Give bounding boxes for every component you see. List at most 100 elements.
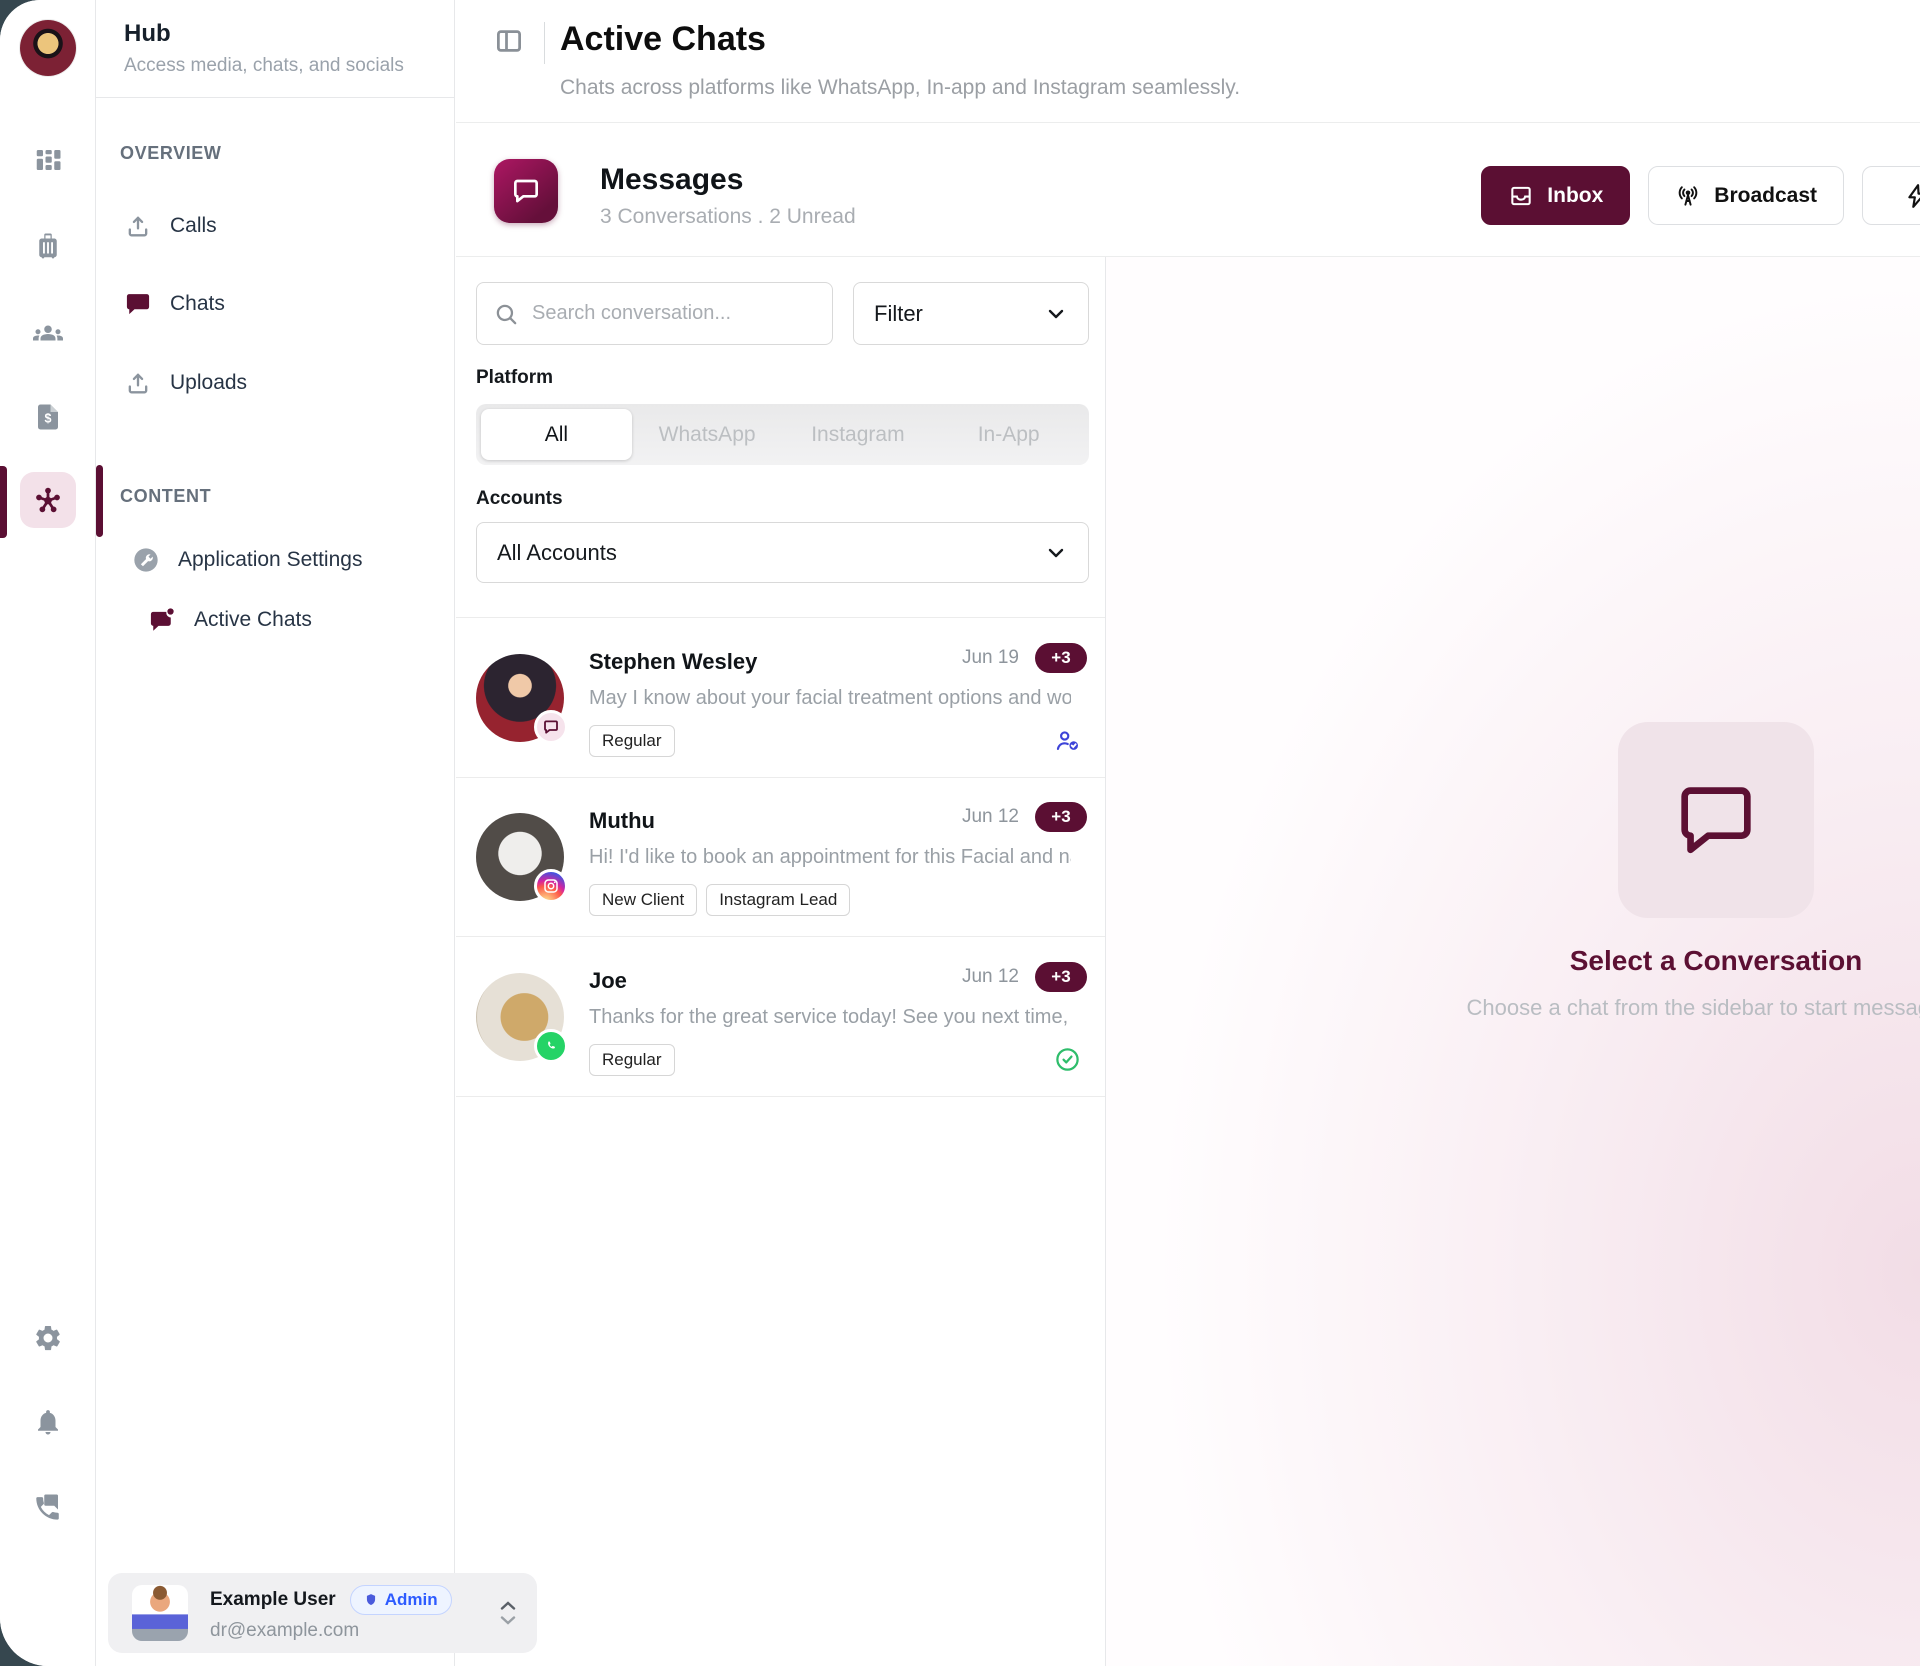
chevron-down-icon [1048, 309, 1064, 318]
sidebar-item-application-settings[interactable]: Application Settings [132, 546, 362, 574]
chevron-down-icon [1048, 548, 1064, 557]
quick-actions-button[interactable] [1862, 166, 1920, 225]
invoice-icon[interactable]: $ [24, 393, 72, 441]
conversation-preview: May I know about your facial treatment o… [589, 687, 1071, 709]
main-area: Active Chats Chats across platforms like… [456, 0, 1920, 1666]
toolbar-buttons: Inbox Broadcast [1481, 166, 1920, 225]
conversation-date: Jun 19 [961, 647, 1019, 668]
hub-icon[interactable] [20, 472, 76, 528]
header-divider [544, 22, 545, 64]
conversation-row[interactable]: Muthu Hi! I'd like to book an appointmen… [456, 778, 1105, 937]
chevron-up-icon [500, 1601, 516, 1610]
conversation-preview: Hi! I'd like to book an appointment for … [589, 846, 1071, 868]
check-circle-icon [1054, 1046, 1081, 1073]
sidebar-item-label: Calls [170, 214, 217, 237]
filters-block: Filter Platform All WhatsApp Instagram I… [456, 257, 1105, 618]
user-card[interactable]: Example User Admin dr@example.com [108, 1573, 537, 1653]
filter-dropdown[interactable]: Filter [853, 282, 1089, 345]
search-input[interactable] [532, 302, 816, 325]
unread-badge: +3 [1035, 643, 1087, 673]
conversation-list-panel: Filter Platform All WhatsApp Instagram I… [456, 257, 1106, 1666]
empty-state-title: Select a Conversation [1569, 945, 1863, 976]
groups-icon[interactable] [24, 309, 72, 357]
svg-text:$: $ [45, 412, 52, 426]
messages-count: 3 Conversations . 2 Unread [600, 205, 856, 228]
conversation-name: Stephen Wesley [589, 649, 758, 674]
unread-badge: +3 [1035, 802, 1087, 832]
settings-gear-icon[interactable] [24, 1314, 72, 1362]
lightning-icon [1908, 183, 1920, 208]
notifications-bell-icon[interactable] [24, 1398, 72, 1446]
upload-icon [128, 216, 148, 237]
conversation-date: Jun 12 [961, 806, 1019, 827]
conversation-date: Jun 12 [961, 966, 1019, 987]
upload-icon [128, 373, 148, 394]
conversation-name: Muthu [589, 808, 655, 833]
platform-option-inapp[interactable]: In-App [977, 422, 1040, 446]
empty-state-subtitle: Choose a chat from the sidebar to start … [1466, 995, 1920, 1020]
inbox-button[interactable]: Inbox [1481, 166, 1631, 225]
instagram-badge-icon [534, 869, 568, 903]
sidebar-item-uploads[interactable]: Uploads [124, 369, 247, 397]
user-info: Example User Admin dr@example.com [210, 1584, 499, 1642]
call-message-icon[interactable] [24, 1483, 72, 1531]
tag: Instagram Lead [706, 884, 851, 916]
platform-segmented-control: All WhatsApp Instagram In-App [476, 404, 1089, 465]
chat-notification-icon [150, 608, 174, 631]
sidebar-tagline: Access media, chats, and socials [124, 55, 404, 76]
dashboard-icon[interactable] [24, 136, 72, 184]
chat-area: Select a Conversation Choose a chat from… [1106, 257, 1920, 1666]
accounts-label: Accounts [476, 488, 563, 509]
sidebar-item-label: Chats [170, 292, 225, 315]
brand-logo[interactable] [20, 20, 76, 76]
conversation-name: Joe [589, 968, 627, 993]
sidebar-toggle-icon[interactable] [494, 26, 524, 56]
conversation-row[interactable]: Stephen Wesley May I know about your fac… [456, 619, 1105, 778]
page-subtitle: Chats across platforms like WhatsApp, In… [560, 76, 1241, 99]
search-box[interactable] [476, 282, 833, 345]
platform-label: Platform [476, 367, 554, 388]
accounts-dropdown[interactable]: All Accounts [476, 522, 1089, 583]
platform-option-whatsapp[interactable]: WhatsApp [658, 422, 756, 446]
messages-chat-icon [494, 159, 558, 223]
chat-outline-icon [1681, 787, 1751, 854]
inbox-icon [1511, 186, 1531, 205]
page-header: Active Chats Chats across platforms like… [456, 0, 1920, 123]
page-title: Active Chats [560, 20, 766, 58]
wrench-circle-icon [134, 548, 158, 572]
sidebar-active-section-indicator [96, 465, 103, 537]
empty-state-icon-box [1618, 722, 1814, 918]
sidebar-item-chats[interactable]: Chats [124, 290, 225, 318]
admin-badge: Admin [349, 1584, 452, 1615]
sidebar-title: Hub [124, 20, 171, 47]
shield-icon [366, 1593, 375, 1605]
platform-option-all[interactable]: All [481, 409, 632, 460]
sidebar-header: Hub Access media, chats, and socials [96, 0, 454, 98]
sidebar-item-label: Uploads [170, 371, 248, 394]
in-app-chat-badge-icon [534, 710, 568, 744]
messages-title: Messages [600, 163, 744, 196]
whatsapp-badge-icon [534, 1029, 568, 1063]
section-content-label: CONTENT [120, 486, 212, 506]
user-menu-toggle[interactable] [499, 1600, 517, 1626]
chat-filled-icon [126, 294, 150, 315]
accounts-value: All Accounts [497, 539, 617, 565]
broadcast-icon [1678, 185, 1698, 206]
messages-toolbar: Messages 3 Conversations . 2 Unread Inbo… [456, 123, 1920, 257]
broadcast-button[interactable]: Broadcast [1648, 166, 1844, 225]
rail-active-indicator [0, 466, 7, 538]
sidebar-item-label: Active Chats [194, 608, 312, 631]
person-check-icon[interactable] [1054, 727, 1081, 754]
search-icon [496, 304, 517, 324]
luggage-icon[interactable] [24, 222, 72, 270]
conversation-preview: Thanks for the great service today! See … [589, 1006, 1071, 1028]
conversation-row[interactable]: Joe Thanks for the great service today! … [456, 938, 1105, 1097]
sidebar-item-calls[interactable]: Calls [124, 212, 217, 240]
unread-badge: +3 [1035, 962, 1087, 992]
sidebar-item-active-chats[interactable]: Active Chats [148, 606, 312, 634]
platform-option-instagram[interactable]: Instagram [811, 422, 905, 446]
user-avatar [132, 1585, 188, 1641]
user-name: Example User [210, 1588, 336, 1610]
tag: Regular [589, 1044, 675, 1076]
